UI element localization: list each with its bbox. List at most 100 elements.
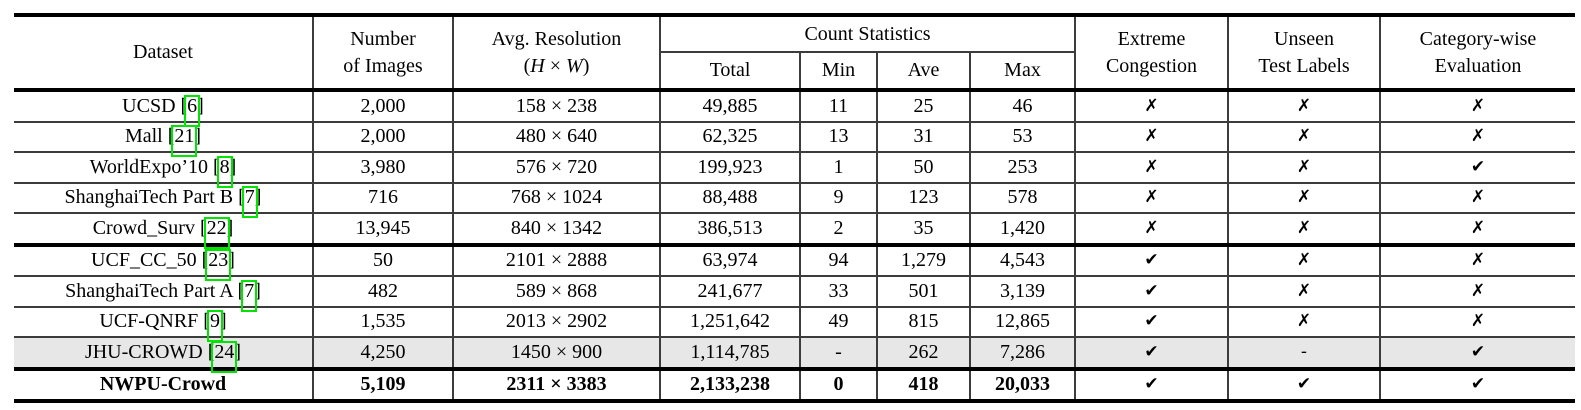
table-row: Mall [21] 2,000 480 × 640 62,325 13 31 5… [14,120,1575,158]
col-header-extreme-congestion: Extreme Congestion [1074,13,1228,90]
citation-link[interactable]: 9 [206,310,223,343]
extreme-congestion-mark: ✔ [1074,305,1228,337]
count-ave-cell: 31 [876,120,970,152]
count-max-cell: 7,286 [969,336,1075,369]
dataset-name-close: ] [194,125,202,148]
extreme-congestion-mark: ✗ [1074,88,1228,122]
table-header: Dataset Number of Images Avg. Resolution… [14,13,1575,90]
dataset-name-close: ] [254,279,261,302]
extreme-congestion-mark: ✔ [1074,242,1228,276]
citation-link[interactable]: 22 [203,216,230,249]
count-statistics-label: Count Statistics [804,22,931,45]
extreme-congestion-mark: ✗ [1074,151,1228,183]
avg-resolution-cell: 589 × 868 [452,275,660,307]
dataset-cell: UCF_CC_50 [23] [14,242,313,282]
citation-link[interactable]: 7 [241,186,258,219]
num-images-cell: 13,945 [312,212,453,245]
count-ave-cell: 1,279 [876,242,970,276]
math-h: H [530,54,545,77]
unseen-test-labels-mark: ✗ [1227,212,1380,245]
num-images-cell: 2,000 [312,88,453,122]
num-images-line1: Number [350,27,416,50]
unseen-line2: Test Labels [1258,54,1350,77]
count-max-cell: 20,033 [969,366,1075,403]
avg-resolution-cell: 2013 × 2902 [452,305,660,337]
citation-link[interactable]: 21 [171,125,198,158]
col-header-dataset: Dataset [14,13,313,90]
count-total-cell: 2,133,238 [659,366,800,403]
num-images-cell: 3,980 [312,151,453,183]
avg-resolution-cell: 2311 × 3383 [452,366,660,403]
count-total-cell: 1,114,785 [659,336,800,369]
avg-resolution-cell: 1450 × 900 [452,336,660,369]
extreme-congestion-mark: ✔ [1074,336,1228,369]
count-min-cell: 33 [799,275,877,307]
num-images-cell: 4,250 [312,336,453,369]
unseen-test-labels-mark: ✗ [1227,120,1380,152]
col-header-count-statistics: Count Statistics [659,13,1075,53]
unseen-line1: Unseen [1274,27,1334,50]
count-min-cell: 49 [799,305,877,337]
num-images-cell: 5,109 [312,366,453,403]
dataset-name-close: ] [219,310,227,333]
count-total-cell: 63,974 [659,242,800,276]
dataset-name: WorldExpo’10 [ [89,155,220,178]
table-row: NWPU-Crowd 5,109 2311 × 3383 2,133,238 0… [14,366,1575,403]
avg-resolution-cell: 2101 × 2888 [452,242,660,276]
count-min-cell: - [799,336,877,369]
dataset-name: JHU-CROWD [ [84,340,215,363]
dataset-cell: ShanghaiTech Part B [7] [14,181,313,219]
col-header-min: Min [799,52,877,90]
count-total-cell: 1,251,642 [659,305,800,337]
unseen-test-labels-mark: ✗ [1227,181,1380,213]
col-header-total: Total [659,52,800,90]
citation-link[interactable]: 6 [184,94,201,127]
dataset-cell: Crowd_Surv [22] [14,212,313,249]
table-body: UCSD [6] 2,000 158 × 238 49,885 11 25 46… [14,88,1575,403]
count-min-cell: 94 [799,242,877,276]
category-wise-mark: ✔ [1379,151,1575,183]
citation-link[interactable]: 7 [241,279,258,312]
count-ave-cell: 35 [876,212,970,245]
citation-link[interactable]: 23 [205,249,232,282]
table-row: UCF_CC_50 [23] 50 2101 × 2888 63,974 94 … [14,242,1575,282]
dataset-cell: Mall [21] [14,120,313,158]
count-max-cell: 3,139 [969,275,1075,307]
count-ave-cell: 262 [876,336,970,369]
extreme-congestion-mark: ✗ [1074,181,1228,213]
category-wise-mark: ✗ [1379,275,1575,307]
count-total-cell: 199,923 [659,151,800,183]
count-ave-cell: 123 [876,181,970,213]
category-wise-mark: ✔ [1379,336,1575,369]
table-row: UCSD [6] 2,000 158 × 238 49,885 11 25 46… [14,88,1575,127]
avg-resolution-cell: 480 × 640 [452,120,660,152]
category-wise-mark: ✔ [1379,366,1575,403]
count-max-cell: 4,543 [969,242,1075,276]
unseen-test-labels-mark: ✗ [1227,275,1380,307]
avg-resolution-cell: 576 × 720 [452,151,660,183]
num-images-cell: 1,535 [312,305,453,337]
num-images-cell: 482 [312,275,453,307]
count-total-cell: 241,677 [659,275,800,307]
extreme-line1: Extreme [1117,27,1186,50]
count-total-cell: 88,488 [659,181,800,213]
avg-resolution-line1: Avg. Resolution [491,27,622,50]
citation-link[interactable]: 24 [211,340,238,373]
unseen-test-labels-mark: ✗ [1227,88,1380,122]
citation-link[interactable]: 8 [216,155,233,188]
avg-resolution-cell: 158 × 238 [452,88,660,122]
count-ave-cell: 50 [876,151,970,183]
category-wise-mark: ✗ [1379,88,1575,122]
count-total-cell: 62,325 [659,120,800,152]
dataset-name-close: ] [197,94,204,117]
dataset-name: Crowd_Surv [ [92,216,207,239]
unseen-test-labels-mark: ✗ [1227,242,1380,276]
count-max-cell: 578 [969,181,1075,213]
category-wise-mark: ✗ [1379,120,1575,152]
dataset-name-close: ] [254,186,262,209]
header-row-1: Dataset Number of Images Avg. Resolution… [14,13,1575,90]
category-wise-mark: ✗ [1379,212,1575,245]
count-ave-cell: 25 [876,88,970,122]
col-header-max: Max [969,52,1075,90]
dataset-name: UCSD [ [122,94,188,117]
